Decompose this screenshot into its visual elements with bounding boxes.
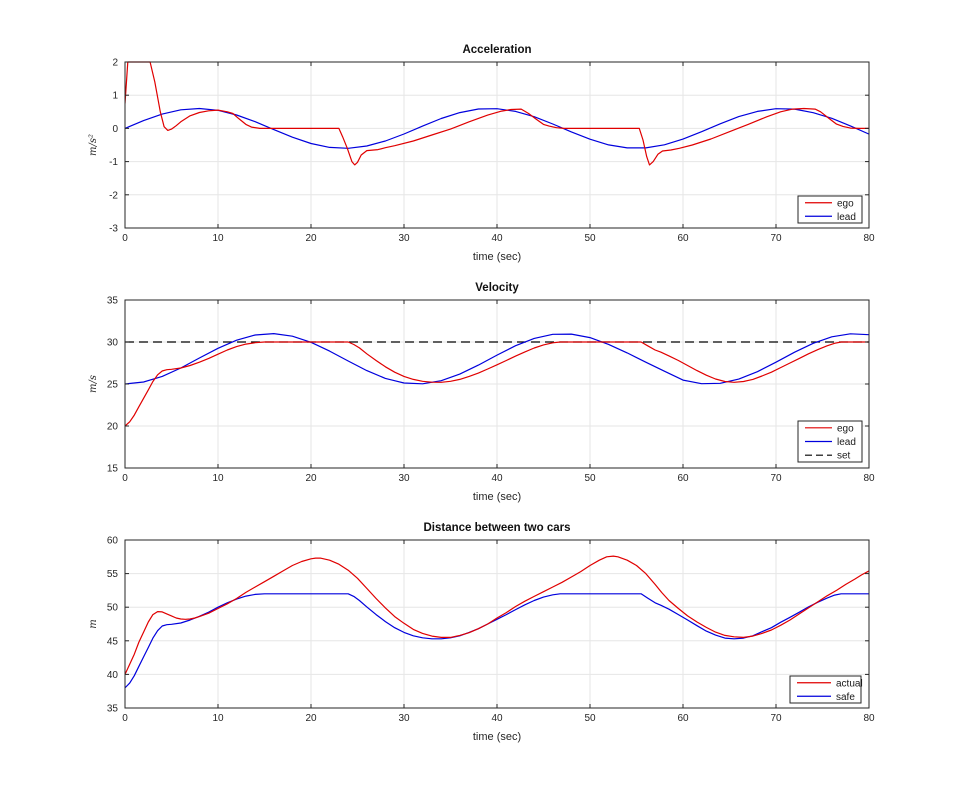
x-tick-label: 40 [491, 713, 503, 724]
velocity-chart-svg: 0 10 20 30 40 50 60 70 80 15 20 25 30 35 Velocity time … [88, 282, 875, 503]
y-tick-label: 15 [107, 464, 119, 475]
x-tick-label: 60 [677, 473, 689, 484]
x-tick-label: 10 [212, 713, 224, 724]
y-tick-label: 35 [107, 704, 119, 715]
distance-y-axis-label: m [88, 619, 99, 628]
y-tick-label: 20 [107, 422, 119, 433]
y-tick-label: -1 [109, 157, 118, 168]
distance-legend: actual safe [789, 675, 863, 704]
y-tick-label: 35 [107, 296, 119, 307]
acceleration-legend: ego lead [797, 195, 863, 224]
y-tick-label: 2 [112, 58, 118, 69]
distance-legend-label-safe: safe [836, 692, 855, 703]
y-tick-label: 30 [107, 338, 119, 349]
x-tick-label: 30 [398, 473, 410, 484]
x-tick-label: 30 [398, 713, 410, 724]
x-tick-label: 60 [677, 233, 689, 244]
x-tick-label: 0 [122, 473, 128, 484]
velocity-y-axis-label: m/s [88, 375, 99, 393]
x-tick-label: 80 [863, 473, 875, 484]
acceleration-title: Acceleration [462, 44, 531, 56]
x-tick-label: 20 [305, 713, 317, 724]
velocity-ego-line [125, 341, 869, 427]
y-tick-label: 1 [112, 91, 118, 102]
x-tick-label: 60 [677, 713, 689, 724]
x-tick-label: 70 [770, 713, 782, 724]
y-tick-label: 25 [107, 380, 119, 391]
y-tick-label: 0 [112, 124, 118, 135]
velocity-legend: ego lead set [797, 420, 863, 463]
x-tick-label: 30 [398, 233, 410, 244]
distance-panel: 0 10 20 30 40 50 60 70 80 35 40 45 50 55 60 Distance be… [0, 505, 960, 800]
acceleration-ego-line [125, 61, 869, 166]
y-tick-label: 60 [107, 536, 119, 547]
x-tick-label: 50 [584, 713, 596, 724]
velocity-lead-line [125, 332, 869, 385]
x-tick-label: 10 [212, 473, 224, 484]
distance-legend-label-actual: actual [836, 678, 863, 689]
acceleration-panel: 0 10 20 30 40 50 60 70 80 -3 -2 -1 0 1 2 Acceleration ti… [0, 0, 960, 270]
y-tick-label: 55 [107, 569, 119, 580]
y-tick-label: 40 [107, 670, 119, 681]
x-tick-label: 80 [863, 233, 875, 244]
acceleration-x-axis-label: time (sec) [473, 251, 521, 263]
x-tick-label: 40 [491, 233, 503, 244]
velocity-legend-label-lead: lead [837, 437, 856, 448]
velocity-legend-label-ego: ego [837, 423, 854, 434]
velocity-legend-label-set: set [837, 451, 851, 462]
distance-legend-box [789, 675, 862, 704]
distance-chart-svg: 0 10 20 30 40 50 60 70 80 35 40 45 50 55 60 Distance be… [88, 522, 875, 743]
acceleration-legend-label-lead: lead [837, 212, 856, 223]
y-tick-label: -3 [109, 224, 118, 235]
acceleration-chart-svg: 0 10 20 30 40 50 60 70 80 -3 -2 -1 0 1 2 Acceleration ti… [88, 44, 875, 263]
acceleration-legend-label-ego: ego [837, 198, 854, 209]
distance-actual-line [125, 555, 869, 675]
x-tick-label: 0 [122, 713, 128, 724]
distance-x-axis-label: time (sec) [473, 731, 521, 743]
x-tick-label: 0 [122, 233, 128, 244]
x-tick-label: 50 [584, 233, 596, 244]
x-tick-label: 80 [863, 713, 875, 724]
velocity-title: Velocity [475, 282, 519, 294]
x-tick-label: 70 [770, 233, 782, 244]
acceleration-legend-box [797, 195, 863, 224]
velocity-panel: 0 10 20 30 40 50 60 70 80 15 20 25 30 35 Velocity time … [0, 270, 960, 505]
acceleration-y-axis-label: m/s² [88, 134, 99, 156]
x-tick-label: 10 [212, 233, 224, 244]
x-tick-label: 50 [584, 473, 596, 484]
y-tick-label: -2 [109, 190, 118, 201]
x-tick-label: 20 [305, 473, 317, 484]
x-tick-label: 40 [491, 473, 503, 484]
distance-title: Distance between two cars [424, 522, 571, 534]
y-tick-label: 50 [107, 603, 119, 614]
x-tick-label: 20 [305, 233, 317, 244]
y-tick-label: 45 [107, 636, 119, 647]
x-tick-label: 70 [770, 473, 782, 484]
acceleration-lead-line [125, 107, 869, 149]
velocity-x-axis-label: time (sec) [473, 491, 521, 503]
